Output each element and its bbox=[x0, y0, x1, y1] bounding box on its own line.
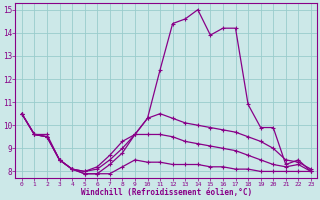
X-axis label: Windchill (Refroidissement éolien,°C): Windchill (Refroidissement éolien,°C) bbox=[81, 188, 252, 197]
